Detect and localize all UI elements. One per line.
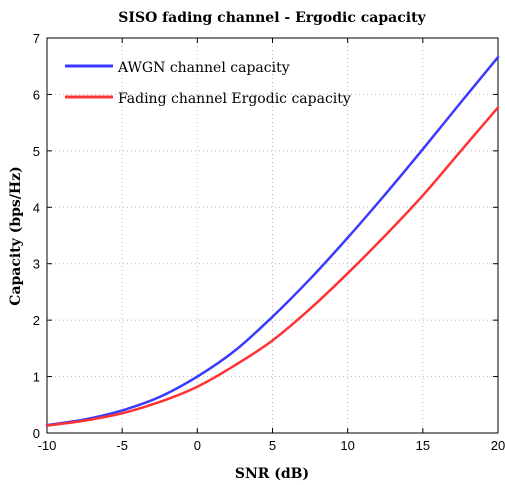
series-lines — [45, 55, 500, 427]
y-axis-label: Capacity (bps/Hz) — [8, 166, 24, 305]
y-tick-label: 2 — [33, 313, 40, 328]
y-tick-label: 1 — [33, 370, 40, 385]
x-axis: -10 -5 0 5 10 15 20 — [38, 38, 505, 453]
chart-title: SISO fading channel - Ergodic capacity — [118, 10, 426, 26]
x-axis-label: SNR (dB) — [235, 466, 309, 482]
y-tick-label: 6 — [33, 87, 40, 102]
x-tick-label: -5 — [116, 438, 128, 453]
y-tick-label: 3 — [33, 257, 40, 272]
x-tick-label: 10 — [340, 438, 354, 453]
series-line-fading — [45, 106, 500, 427]
x-tick-label: 0 — [194, 438, 201, 453]
y-tick-label: 7 — [33, 31, 40, 46]
y-tick-label: 5 — [33, 144, 40, 159]
y-tick-label: 0 — [33, 426, 40, 441]
plot-area — [46, 37, 499, 434]
x-tick-label: 15 — [416, 438, 430, 453]
legend-label-awgn: AWGN channel capacity — [117, 60, 290, 76]
x-tick-label: 5 — [269, 438, 276, 453]
x-tick-label: 20 — [491, 438, 505, 453]
x-tick-label: -10 — [38, 438, 57, 453]
series-line-awgn — [45, 55, 500, 427]
y-axis: 0 1 2 3 4 5 6 7 — [33, 31, 498, 441]
legend-label-fading: Fading channel Ergodic capacity — [118, 91, 351, 107]
y-tick-label: 4 — [33, 200, 40, 215]
legend: AWGN channel capacity Fading channel Erg… — [65, 60, 351, 107]
